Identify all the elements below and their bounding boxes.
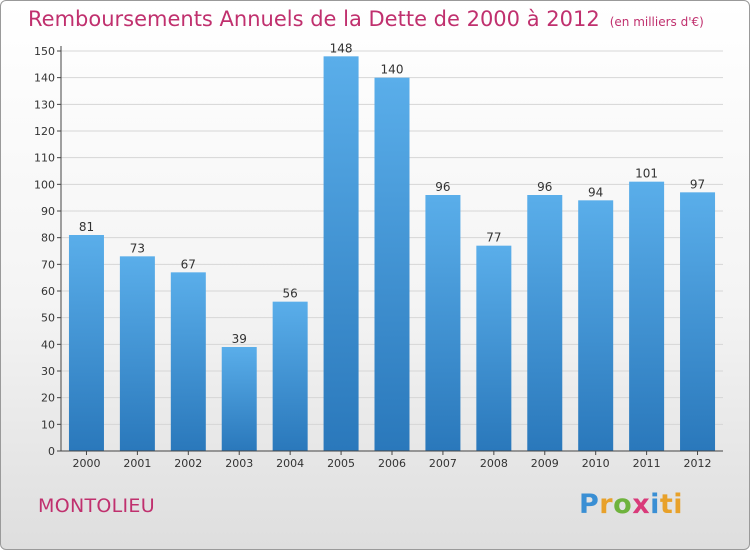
- x-tick-label: 2009: [531, 457, 559, 470]
- y-tick-label: 80: [41, 232, 55, 245]
- data-label: 97: [690, 177, 705, 191]
- y-axis: 0 10 20 30 40 50 60 70 80 90 100 110 120 130 140 150: [34, 45, 62, 458]
- data-label: 96: [537, 180, 552, 194]
- data-label: 94: [588, 185, 603, 199]
- y-tick-label: 140: [34, 72, 55, 85]
- x-tick-label: 2011: [633, 457, 661, 470]
- y-tick-label: 110: [34, 152, 55, 165]
- bar: [374, 77, 410, 452]
- proxiti-logo: Proxiti: [579, 489, 684, 520]
- town-name: MONTOLIEU: [38, 495, 155, 517]
- x-tick-label: 2007: [429, 457, 457, 470]
- bars: 81 73 67 39 56 148 140 96 77 96 94 101 97: [68, 41, 716, 452]
- bar: [578, 200, 614, 451]
- y-tick-label: 150: [34, 45, 55, 58]
- bar: [629, 181, 665, 451]
- data-label: 77: [486, 231, 501, 245]
- data-label: 96: [435, 180, 450, 194]
- x-tick-label: 2006: [378, 457, 406, 470]
- data-label: 81: [79, 220, 94, 234]
- y-tick-label: 130: [34, 98, 55, 111]
- x-axis: 2000 2001 2002 2003 2004 2005 2006 2007 2008 2009…: [61, 450, 723, 470]
- y-tick-label: 20: [41, 392, 55, 405]
- bar: [323, 56, 359, 451]
- data-label: 148: [330, 41, 353, 55]
- chart-title: Remboursements Annuels de la Dette de 20…: [28, 7, 704, 31]
- bar: [221, 347, 257, 451]
- bar: [425, 195, 461, 451]
- data-label: 56: [283, 287, 298, 301]
- data-label: 140: [381, 63, 404, 77]
- y-tick-label: 40: [41, 338, 55, 351]
- x-tick-label: 2008: [480, 457, 508, 470]
- bar: [476, 245, 512, 451]
- y-tick-label: 30: [41, 365, 55, 378]
- y-tick-label: 0: [48, 445, 55, 458]
- x-tick-label: 2005: [327, 457, 355, 470]
- bar: [68, 235, 104, 451]
- data-label: 101: [635, 167, 658, 181]
- bar: [119, 256, 155, 451]
- x-tick-label: 2000: [72, 457, 100, 470]
- y-tick-label: 100: [34, 178, 55, 191]
- bar: [272, 301, 308, 451]
- y-tick-label: 120: [34, 125, 55, 138]
- x-tick-label: 2012: [684, 457, 712, 470]
- chart-title-text: Remboursements Annuels de la Dette de 20…: [28, 7, 600, 31]
- y-tick-label: 70: [41, 258, 55, 271]
- data-label: 73: [130, 241, 145, 255]
- y-tick-label: 10: [41, 418, 55, 431]
- y-tick-label: 50: [41, 312, 55, 325]
- x-tick-label: 2001: [123, 457, 151, 470]
- x-tick-label: 2010: [582, 457, 610, 470]
- data-label: 67: [181, 257, 196, 271]
- bar: [680, 192, 716, 452]
- x-tick-label: 2002: [174, 457, 202, 470]
- y-tick-label: 60: [41, 285, 55, 298]
- x-tick-label: 2003: [225, 457, 253, 470]
- bar: [170, 272, 206, 451]
- chart-unit: (en milliers d'€): [609, 15, 704, 29]
- y-tick-label: 90: [41, 205, 55, 218]
- bar: [527, 195, 563, 451]
- x-tick-label: 2004: [276, 457, 304, 470]
- data-label: 39: [232, 332, 247, 346]
